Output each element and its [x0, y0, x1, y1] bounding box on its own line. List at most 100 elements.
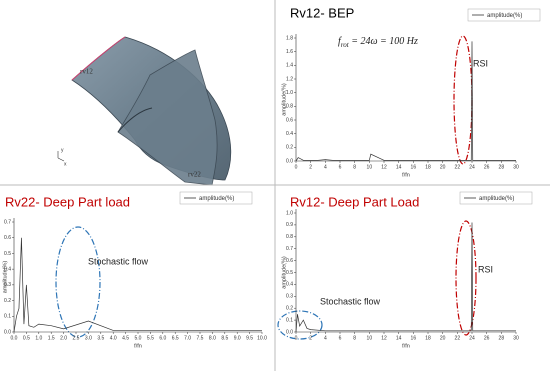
x-tick-label: 2.0	[60, 335, 67, 341]
annotation: RSI	[473, 58, 488, 68]
y-tick-label: 1.6	[286, 49, 293, 55]
x-tick-label: 4.5	[122, 335, 129, 341]
y-tick-label: 0.1	[4, 314, 11, 320]
x-tick-label: 28	[499, 335, 505, 341]
annotation: Stochastic flow	[88, 256, 149, 266]
annotation-part: = 24ω = 100 Hz	[349, 36, 418, 47]
x-tick-label: 4	[324, 164, 327, 170]
x-tick-label: 5.5	[147, 335, 154, 341]
x-tick-label: 1.0	[35, 335, 42, 341]
x-tick-label: 6.5	[172, 335, 179, 341]
y-tick-label: 1.4	[286, 63, 293, 69]
x-tick-label: 0	[295, 164, 298, 170]
y-tick-label: 0.4	[286, 282, 293, 288]
x-tick-label: 22	[455, 335, 461, 341]
y-tick-label: 1.2	[286, 76, 293, 82]
x-axis-label: f/fn	[402, 172, 410, 178]
x-tick-label: 6.0	[159, 335, 166, 341]
y-tick-label: 0.2	[286, 306, 293, 312]
x-tick-label: 18	[425, 335, 431, 341]
render-label: rv22	[188, 171, 201, 179]
y-tick-label: 0.2	[286, 145, 293, 151]
y-tick-label: 0.6	[4, 235, 11, 241]
x-tick-label: 9.5	[246, 335, 253, 341]
highlight-ellipse	[453, 35, 473, 165]
x-tick-label: 7.0	[184, 335, 191, 341]
x-tick-label: 7.5	[197, 335, 204, 341]
y-tick-label: 0.6	[286, 258, 293, 264]
blade-rv22	[117, 49, 218, 186]
x-tick-label: 10	[367, 164, 373, 170]
annotation-part: rot	[341, 41, 350, 49]
x-tick-label: 3.5	[97, 335, 104, 341]
x-tick-label: 4	[324, 335, 327, 341]
y-tick-label: 1.8	[286, 35, 293, 41]
x-tick-label: 26	[484, 164, 490, 170]
y-axis-label: amplitude(%)	[281, 256, 287, 289]
y-tick-label: 0.5	[4, 251, 11, 257]
annotation: Stochastic flow	[320, 296, 381, 306]
y-axis-label: amplitude(%)	[281, 83, 287, 116]
render: rv12 rv22 y x	[57, 36, 232, 186]
y-tick-label: 0.0	[4, 329, 11, 335]
x-tick-label: 6	[339, 164, 342, 170]
annotation-part: f	[338, 36, 342, 47]
legend-box	[179, 191, 253, 205]
legend-label: amplitude(%)	[199, 196, 234, 202]
highlight-ellipse	[455, 220, 477, 336]
x-tick-label: 26	[484, 335, 490, 341]
y-tick-label: 0.0	[286, 329, 293, 335]
y-tick-label: 0.4	[4, 266, 11, 272]
y-tick-label: 0.6	[286, 117, 293, 123]
x-tick-label: 8	[353, 335, 356, 341]
legend-label: amplitude(%)	[479, 196, 514, 202]
axis-triad	[57, 157, 65, 162]
y-tick-label: 0.8	[286, 234, 293, 240]
y-tick-label: 0.5	[286, 270, 293, 276]
x-tick-label: 8.0	[209, 335, 216, 341]
x-tick-label: 14	[396, 335, 402, 341]
x-tick-label: 30	[513, 164, 519, 170]
x-axis-label: f/fn	[134, 343, 142, 349]
y-axis-label: amplitude(%)	[2, 261, 8, 294]
y-tick-label: 0.3	[286, 294, 293, 300]
spectrum-line	[295, 41, 516, 162]
x-tick-label: 9.0	[234, 335, 241, 341]
spectrum-line	[295, 222, 516, 333]
x-tick-label: 2	[309, 164, 312, 170]
x-tick-label: 2.5	[73, 335, 80, 341]
annotation: RSI	[478, 264, 493, 274]
render-label: rv12	[80, 68, 93, 76]
chart-title: Rv22- Deep Part load	[5, 194, 130, 209]
x-tick-label: 10.0	[257, 335, 267, 341]
y-tick-label: 0.0	[286, 158, 293, 164]
highlight-ellipse	[55, 226, 101, 338]
chart-title: Rv12- BEP	[290, 5, 354, 20]
x-tick-label: 0	[295, 335, 298, 341]
x-tick-label: 10	[367, 335, 373, 341]
blade-edge	[71, 36, 126, 81]
x-tick-label: 8	[353, 164, 356, 170]
triad-label: x	[64, 161, 67, 167]
x-tick-label: 8.5	[221, 335, 228, 341]
y-tick-label: 0.2	[4, 298, 11, 304]
legend-box	[459, 191, 533, 205]
x-tick-label: 28	[499, 164, 505, 170]
x-tick-label: 20	[440, 164, 446, 170]
x-tick-label: 1.5	[48, 335, 55, 341]
y-tick-label: 1.0	[286, 90, 293, 96]
y-tick-label: 0.8	[286, 104, 293, 110]
x-tick-label: 18	[425, 164, 431, 170]
y-tick-label: 0.7	[286, 246, 293, 252]
x-tick-label: 14	[396, 164, 402, 170]
x-tick-label: 16	[411, 335, 417, 341]
x-tick-label: 12	[381, 164, 387, 170]
x-axis-label: f/fn	[402, 343, 410, 349]
chart-title: Rv12- Deep Part Load	[290, 194, 419, 209]
x-tick-label: 6	[339, 335, 342, 341]
x-tick-label: 24	[469, 164, 475, 170]
y-tick-label: 0.4	[286, 131, 293, 137]
x-tick-label: 24	[469, 335, 475, 341]
x-tick-label: 2	[309, 335, 312, 341]
